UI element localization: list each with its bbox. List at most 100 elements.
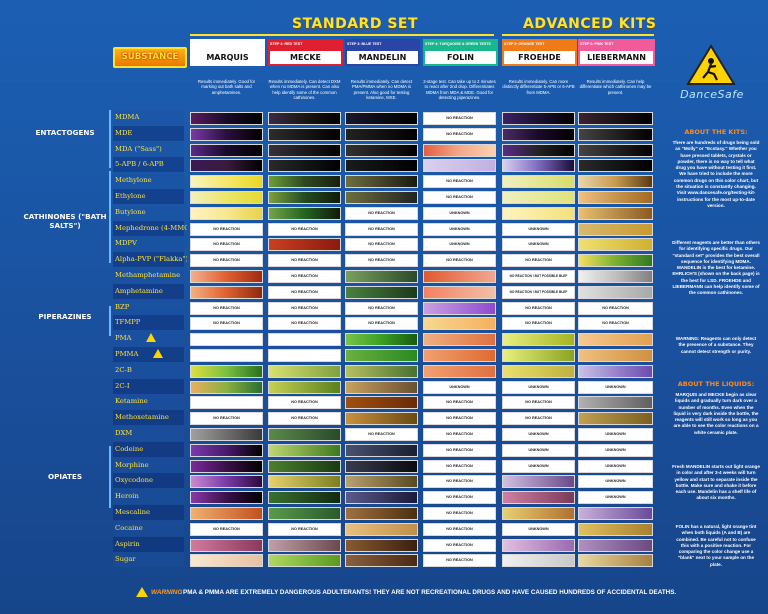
reaction-text: NO REACTION [578, 301, 653, 315]
row-label-bg [113, 505, 184, 520]
reaction-swatch [578, 206, 653, 220]
reaction-swatch [345, 380, 418, 394]
row-label-bg [113, 315, 184, 331]
substance-label: 2C-I [115, 381, 130, 390]
substance-label: Butylone [115, 207, 146, 216]
reaction-swatch [190, 554, 263, 568]
substance-label: Cocaine [115, 523, 143, 532]
reaction-swatch [345, 112, 418, 125]
row-label-bg [113, 299, 184, 315]
reaction-text: NO REACTION [190, 412, 263, 426]
reaction-text: NO REACTION [423, 428, 496, 441]
reaction-text: NO REACTION [423, 112, 496, 125]
reaction-swatch [423, 270, 496, 283]
row-label-bg [113, 347, 184, 362]
reaction-swatch [268, 238, 341, 252]
reaction-swatch [578, 285, 653, 299]
reaction-swatch [502, 554, 575, 568]
reaction-swatch [345, 159, 418, 173]
row-label-bg [113, 157, 184, 173]
reaction-text: UNKNOWN [502, 459, 575, 473]
row-label-bg [113, 473, 184, 489]
row-label-bg [113, 426, 184, 441]
reaction-swatch [190, 538, 263, 552]
reaction-swatch [190, 270, 263, 283]
substance-label: BZP [115, 302, 130, 311]
about-liquids-text3: FOLIN has a natural, light orange tint w… [675, 524, 757, 567]
reaction-swatch [190, 159, 263, 173]
reaction-text: UNKNOWN [578, 491, 653, 505]
reaction-text: NO REACTION [423, 175, 496, 189]
reaction-text: NO REACTION [190, 522, 263, 536]
reaction-swatch [268, 333, 341, 347]
reaction-swatch [268, 206, 341, 220]
reaction-text: NO REACTION [423, 475, 496, 489]
row-label-bg [113, 141, 184, 157]
reagent-desc-mandelin: Results immediately. Can detect PMA/PMMA… [350, 79, 413, 101]
reaction-swatch [502, 333, 575, 347]
reaction-text: NO REACTION [502, 396, 575, 410]
reaction-swatch [268, 175, 341, 189]
reaction-text: NO REACTION [268, 301, 341, 315]
reaction-swatch [190, 191, 263, 204]
reaction-swatch [502, 206, 575, 220]
about-liquids-title: ABOUT THE LIQUIDS: [677, 380, 755, 388]
reaction-text: NO REACTION [190, 317, 263, 331]
reaction-swatch [345, 554, 418, 568]
dancesafe-wordmark: DanceSafe [680, 88, 744, 101]
substance-label: Oxycodone [115, 476, 153, 485]
reagent-mecke: MECKE [268, 49, 343, 66]
reaction-swatch [190, 380, 263, 394]
class-label-entactogens: ENTACTOGENS [35, 128, 95, 137]
reaction-swatch [502, 538, 575, 552]
reaction-swatch [578, 238, 653, 252]
reaction-swatch [423, 317, 496, 331]
step-label-folin: STEP 4: TURQUOISE & GREEN TESTS [423, 39, 498, 49]
row-label-bg [113, 220, 184, 236]
class-label-piperazines: PIPERAZINES [38, 312, 92, 321]
class-label-cathinones: CATHINONES ("BATH SALTS") [23, 212, 107, 230]
reaction-swatch [345, 522, 418, 536]
reaction-swatch [423, 159, 496, 173]
footer-warning-label: WARNING [151, 589, 183, 596]
reaction-swatch [345, 443, 418, 457]
reaction-swatch [190, 428, 263, 441]
reagent-folin: FOLIN [423, 49, 498, 66]
about-kits-warning: WARNING: Reagents can only detect the pr… [675, 336, 757, 354]
reaction-swatch [345, 191, 418, 204]
reaction-swatch [190, 491, 263, 505]
reaction-text: UNKNOWN [578, 380, 653, 394]
reaction-swatch [268, 112, 341, 125]
row-label-bg [113, 378, 184, 394]
reaction-text: UNKNOWN [578, 459, 653, 473]
reaction-swatch [190, 112, 263, 125]
substance-label: Mephedrone (4-MMC) [115, 223, 187, 232]
step-label-mecke: STEP 2: RED TEST [268, 39, 343, 49]
reaction-text: UNKNOWN [502, 238, 575, 252]
about-kits-title: ABOUT THE KITS: [684, 128, 748, 136]
reaction-swatch [578, 127, 653, 141]
class-label-opiates: OPIATES [47, 472, 83, 481]
row-label-bg [113, 252, 184, 268]
reaction-swatch [578, 175, 653, 189]
reaction-text: NO REACTION [190, 254, 263, 268]
reaction-text: UNKNOWN [578, 428, 653, 441]
about-kits-text: There are hundreds of drugs being sold a… [672, 140, 760, 208]
hazard-dancer-icon [686, 44, 736, 85]
row-label-bg [113, 441, 184, 457]
standard-set-title: STANDARD SET [292, 16, 419, 32]
reaction-swatch [190, 396, 263, 410]
reaction-text: NO REACTION [345, 317, 418, 331]
reaction-text: NO REACTION [502, 301, 575, 315]
reaction-swatch [190, 143, 263, 157]
reaction-swatch [502, 491, 575, 505]
reaction-swatch [190, 285, 263, 299]
reaction-swatch [268, 380, 341, 394]
row-label-bg [113, 536, 184, 552]
row-label-bg [113, 520, 184, 536]
substance-label: Heroin [115, 492, 139, 501]
row-label-bg [113, 110, 184, 125]
reaction-swatch [268, 349, 341, 362]
about-liquids-text2: Fresh MANDELIN starts out light orange i… [672, 464, 760, 501]
substance-label: Amphetamine [115, 286, 163, 295]
